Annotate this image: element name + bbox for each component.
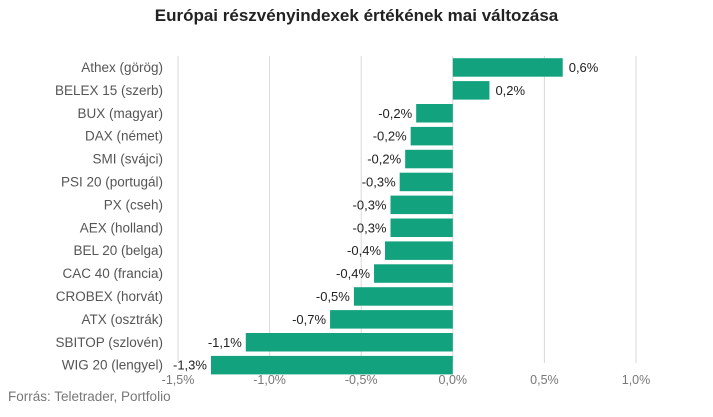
x-tick-label: -1,0% bbox=[253, 373, 286, 387]
bar bbox=[390, 195, 453, 215]
data-label: -0,2% bbox=[378, 106, 412, 121]
bar bbox=[390, 218, 453, 237]
bar bbox=[385, 241, 453, 260]
data-label: -0,3% bbox=[353, 197, 387, 212]
data-label: -0,5% bbox=[316, 289, 350, 304]
bar bbox=[245, 333, 453, 352]
data-label: -0,4% bbox=[336, 266, 370, 281]
bar bbox=[416, 104, 453, 123]
bar bbox=[330, 310, 453, 329]
data-label: -1,1% bbox=[208, 335, 242, 350]
bar bbox=[353, 287, 453, 306]
data-label: -0,3% bbox=[353, 220, 387, 235]
category-label: ATX (osztrák) bbox=[81, 312, 163, 327]
category-label: SBITOP (szlovén) bbox=[55, 335, 163, 350]
bar bbox=[399, 172, 453, 192]
data-label: -0,7% bbox=[292, 312, 326, 327]
x-tick-label: 0,5% bbox=[530, 373, 559, 387]
category-label: DAX (német) bbox=[85, 129, 163, 144]
x-tick-label: 1,0% bbox=[622, 373, 651, 387]
category-label: WIG 20 (lengyel) bbox=[62, 358, 163, 373]
data-label: -0,3% bbox=[362, 174, 396, 189]
bar bbox=[410, 126, 453, 146]
data-label: -1,3% bbox=[173, 358, 207, 373]
category-label: AEX (holland) bbox=[80, 220, 163, 235]
x-tick-label: -0,5% bbox=[345, 373, 378, 387]
category-label: BEL 20 (belga) bbox=[73, 243, 163, 258]
category-label: CROBEX (horvát) bbox=[56, 289, 163, 304]
data-label: -0,4% bbox=[347, 243, 381, 258]
category-label: PSI 20 (portugál) bbox=[61, 174, 163, 189]
category-label: SMI (svájci) bbox=[93, 152, 164, 167]
bar bbox=[210, 355, 453, 375]
category-label: PX (cseh) bbox=[104, 197, 163, 212]
bar bbox=[405, 149, 453, 169]
bar bbox=[374, 264, 453, 283]
bar bbox=[452, 58, 563, 77]
data-label: 0,6% bbox=[569, 60, 599, 75]
data-label: -0,2% bbox=[373, 129, 407, 144]
data-label: 0,2% bbox=[495, 83, 525, 98]
category-label: CAC 40 (francia) bbox=[62, 266, 163, 281]
category-label: BUX (magyar) bbox=[77, 106, 163, 121]
category-label: Athex (görög) bbox=[81, 60, 163, 75]
category-label: BELEX 15 (szerb) bbox=[55, 83, 163, 98]
data-label: -0,2% bbox=[367, 152, 401, 167]
source-note: Forrás: Teletrader, Portfolio bbox=[8, 389, 171, 404]
x-tick-label: 0,0% bbox=[439, 373, 468, 387]
x-tick-label: -1,5% bbox=[162, 373, 195, 387]
bar bbox=[452, 81, 490, 100]
chart-title: Európai részvényindexek értékének mai vá… bbox=[154, 6, 559, 25]
